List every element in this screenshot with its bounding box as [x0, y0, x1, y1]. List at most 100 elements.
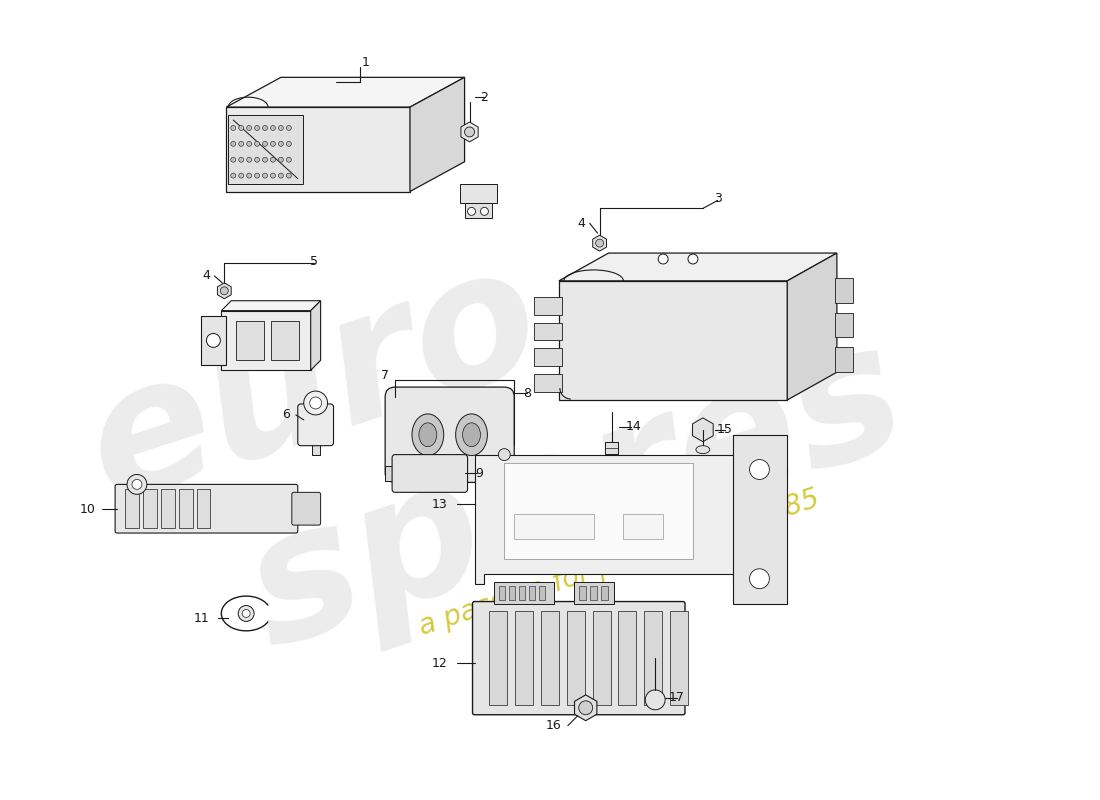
Circle shape: [464, 127, 474, 137]
Bar: [161, 490, 175, 528]
Circle shape: [286, 142, 292, 146]
Bar: [125, 490, 139, 528]
Circle shape: [263, 142, 267, 146]
Polygon shape: [504, 462, 693, 559]
Bar: [490, 611, 507, 705]
Bar: [197, 490, 210, 528]
Circle shape: [468, 207, 475, 215]
Circle shape: [498, 449, 510, 461]
Text: spares: spares: [227, 307, 925, 684]
Bar: [835, 347, 852, 372]
Text: 12: 12: [432, 657, 448, 670]
Text: 17: 17: [669, 691, 685, 704]
Ellipse shape: [419, 423, 437, 446]
Circle shape: [254, 142, 260, 146]
Circle shape: [242, 610, 250, 618]
Circle shape: [579, 701, 593, 714]
Circle shape: [271, 173, 275, 178]
Bar: [535, 374, 562, 392]
FancyBboxPatch shape: [116, 484, 298, 533]
Text: 11: 11: [194, 612, 209, 625]
Polygon shape: [788, 253, 837, 400]
Bar: [529, 586, 535, 599]
Circle shape: [310, 397, 321, 409]
Circle shape: [749, 459, 769, 479]
Text: 16: 16: [546, 719, 562, 732]
Polygon shape: [221, 310, 310, 370]
Bar: [835, 313, 852, 338]
Circle shape: [239, 158, 244, 162]
Circle shape: [231, 126, 235, 130]
Bar: [535, 297, 562, 314]
Bar: [574, 582, 614, 603]
Circle shape: [231, 173, 235, 178]
Text: 15: 15: [717, 423, 733, 436]
Bar: [579, 586, 585, 599]
Ellipse shape: [455, 414, 487, 455]
Bar: [227, 107, 410, 191]
Bar: [143, 490, 157, 528]
Circle shape: [263, 158, 267, 162]
Circle shape: [231, 158, 235, 162]
Bar: [509, 586, 515, 599]
Bar: [601, 586, 607, 599]
Text: 14: 14: [626, 420, 641, 434]
Text: 9: 9: [475, 467, 483, 480]
Circle shape: [239, 606, 254, 622]
Circle shape: [278, 126, 284, 130]
Polygon shape: [474, 454, 742, 584]
Text: 4: 4: [202, 270, 210, 282]
Circle shape: [286, 158, 292, 162]
Bar: [590, 586, 596, 599]
Circle shape: [246, 142, 252, 146]
Text: euro: euro: [66, 229, 561, 539]
Bar: [229, 115, 302, 183]
Circle shape: [239, 173, 244, 178]
Text: 8: 8: [524, 386, 531, 399]
Circle shape: [278, 158, 284, 162]
Polygon shape: [310, 301, 320, 370]
Ellipse shape: [412, 414, 443, 455]
Circle shape: [263, 173, 267, 178]
Circle shape: [304, 391, 328, 415]
Circle shape: [239, 142, 244, 146]
Bar: [670, 611, 688, 705]
Bar: [605, 442, 618, 454]
Bar: [519, 586, 525, 599]
Text: 13: 13: [432, 498, 448, 510]
Polygon shape: [201, 316, 227, 366]
Circle shape: [220, 287, 229, 294]
FancyBboxPatch shape: [298, 404, 333, 446]
Ellipse shape: [463, 423, 481, 446]
Circle shape: [286, 173, 292, 178]
Circle shape: [278, 142, 284, 146]
Bar: [514, 514, 594, 539]
Circle shape: [749, 569, 769, 589]
Text: a passion for parts since 1985: a passion for parts since 1985: [416, 485, 823, 641]
Circle shape: [658, 254, 668, 264]
Circle shape: [246, 158, 252, 162]
Circle shape: [126, 474, 147, 494]
Bar: [178, 490, 192, 528]
Bar: [733, 434, 788, 603]
Bar: [645, 611, 662, 705]
Bar: [311, 440, 320, 454]
Circle shape: [254, 126, 260, 130]
Polygon shape: [221, 301, 320, 310]
Circle shape: [278, 173, 284, 178]
Circle shape: [254, 158, 260, 162]
Circle shape: [271, 158, 275, 162]
Circle shape: [132, 479, 142, 490]
Polygon shape: [227, 78, 464, 107]
Circle shape: [239, 126, 244, 130]
Text: 6: 6: [282, 408, 289, 422]
Bar: [236, 321, 264, 360]
Bar: [535, 348, 562, 366]
Circle shape: [246, 126, 252, 130]
Circle shape: [481, 207, 488, 215]
Circle shape: [271, 142, 275, 146]
Text: 5: 5: [310, 254, 318, 267]
Bar: [515, 611, 534, 705]
Text: 2: 2: [481, 90, 488, 104]
Circle shape: [231, 142, 235, 146]
